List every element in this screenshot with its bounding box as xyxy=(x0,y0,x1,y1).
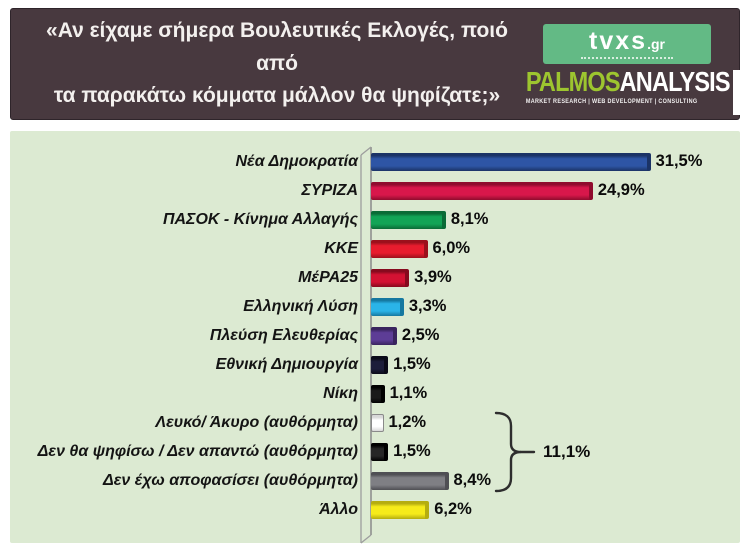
chart-row: Ελληνική Λύση 3,3% xyxy=(10,292,740,321)
palmos-text: PALMOS xyxy=(525,65,621,97)
bar xyxy=(371,384,385,403)
bar-wrap: 1,5% xyxy=(371,355,740,374)
bar-value-label: 8,1% xyxy=(450,210,489,228)
bar-value-label: 3,9% xyxy=(414,268,452,286)
bar-wrap: 24,9% xyxy=(371,181,740,200)
palmos-square-icon xyxy=(732,69,750,115)
party-label: ΠΑΣΟΚ - Κίνημα Αλλαγής xyxy=(162,210,358,228)
analysis-text: ANALYSIS xyxy=(619,65,731,97)
party-label: Λευκό/ Άκυρο (αυθόρμητα) xyxy=(155,413,358,431)
bar-value-label: 2,5% xyxy=(401,326,440,344)
tvxs-tagline-decoration xyxy=(581,56,673,59)
bar xyxy=(371,297,404,316)
bar-value-label: 1,1% xyxy=(389,384,428,402)
bar xyxy=(371,471,449,490)
bar xyxy=(371,355,389,374)
bar-rows: Νέα Δημοκρατία 31,5% ΣΥΡΙΖΑ 24,9% ΠΑΣΟΚ … xyxy=(10,147,740,524)
bar xyxy=(371,268,410,287)
poll-question-line2: τα παρακάτω κόμματα μάλλον θα ψηφίζατε;» xyxy=(53,84,501,108)
poll-question-line1: «Αν είχαμε σήμερα Βουλευτικές Εκλογές, π… xyxy=(46,19,508,75)
tvxs-logo-text: tvxs.gr xyxy=(589,26,665,55)
palmos-wordmark-text: PALMOSANALYSIS xyxy=(525,65,731,97)
party-label: Δεν θα ψηφίσω / Δεν απαντώ (αυθόρμητα) xyxy=(37,442,358,460)
palmos-tagline: MARKET RESEARCH | WEB DEVELOPMENT | CONS… xyxy=(525,97,698,105)
tvxs-logo-suffix: .gr xyxy=(647,35,665,52)
bar xyxy=(371,152,651,171)
bar-value-label: 24,9% xyxy=(597,181,645,199)
bar-value-label: 1,5% xyxy=(393,355,431,373)
bar xyxy=(371,413,384,432)
party-label: Πλεύση Ελευθερίας xyxy=(209,326,358,344)
bar xyxy=(371,210,446,229)
chart-row: Εθνική Δημιουργία 1,5% xyxy=(10,350,740,379)
bar-wrap: 3,9% xyxy=(371,268,740,287)
chart-row: Άλλο 6,2% xyxy=(10,495,740,524)
bar-wrap: 1,2% xyxy=(371,413,740,432)
bar-value-label: 8,4% xyxy=(453,471,492,489)
bar-value-label: 1,5% xyxy=(393,442,431,460)
bar-wrap: 6,2% xyxy=(371,500,740,519)
bar xyxy=(371,181,593,200)
tvxs-logo: tvxs.gr xyxy=(543,23,711,64)
palmos-square-tail xyxy=(732,103,741,115)
party-label: Νέα Δημοκρατία xyxy=(235,152,359,170)
chart-row: ΚΚΕ 6,0% xyxy=(10,234,740,263)
bar-wrap: 8,1% xyxy=(371,210,740,229)
bar xyxy=(371,500,430,519)
bar-value-label: 6,2% xyxy=(434,500,472,518)
chart-panel: Νέα Δημοκρατία 31,5% ΣΥΡΙΖΑ 24,9% ΠΑΣΟΚ … xyxy=(10,131,740,544)
header-banner: «Αν είχαμε σήμερα Βουλευτικές Εκλογές, π… xyxy=(10,8,750,120)
party-label: Νίκη xyxy=(323,384,358,402)
party-label: ΜέΡΑ25 xyxy=(298,268,358,286)
party-label: ΚΚΕ xyxy=(324,239,358,257)
party-label: Άλλο xyxy=(319,500,358,518)
bar xyxy=(371,326,397,345)
chart-row: Νέα Δημοκρατία 31,5% xyxy=(10,147,740,176)
bar-wrap: 6,0% xyxy=(371,239,740,258)
bar-value-label: 1,2% xyxy=(388,413,427,431)
bar-value-label: 6,0% xyxy=(432,239,471,257)
group-brace xyxy=(494,411,536,493)
chart-row: ΠΑΣΟΚ - Κίνημα Αλλαγής 8,1% xyxy=(10,205,740,234)
group-total-value: 11,1% xyxy=(543,442,591,461)
palmos-wordmark: PALMOSANALYSIS MARKET RESEARCH | WEB DEV… xyxy=(525,65,731,105)
party-label: Δεν έχω αποφασίσει (αυθόρμητα) xyxy=(102,471,358,489)
bar-value-label: 3,3% xyxy=(408,297,447,315)
bar xyxy=(371,442,389,461)
palmos-square-ring xyxy=(732,69,750,104)
logo-block: tvxs.gr PALMOSANALYSIS MARKET RESEARCH |… xyxy=(526,23,750,115)
chart-row: Λευκό/ Άκυρο (αυθόρμητα) 1,2% xyxy=(10,408,740,437)
bar-wrap: 3,3% xyxy=(371,297,740,316)
bar-wrap: 8,4% xyxy=(371,471,740,490)
bar-wrap: 31,5% xyxy=(371,152,740,171)
palmos-analysis-logo: PALMOSANALYSIS MARKET RESEARCH | WEB DEV… xyxy=(487,65,750,115)
chart-row: Δεν έχω αποφασίσει (αυθόρμητα) 8,4% xyxy=(10,466,740,495)
bar-wrap: 1,1% xyxy=(371,384,740,403)
party-label: Ελληνική Λύση xyxy=(243,297,358,315)
bar-wrap: 1,5% xyxy=(371,442,740,461)
poll-question: «Αν είχαμε σήμερα Βουλευτικές Εκλογές, π… xyxy=(11,15,529,113)
chart-row: ΣΥΡΙΖΑ 24,9% xyxy=(10,176,740,205)
party-label: Εθνική Δημιουργία xyxy=(215,355,358,373)
bar xyxy=(371,239,428,258)
chart-row: Νίκη 1,1% xyxy=(10,379,740,408)
bar-value-label: 31,5% xyxy=(655,152,703,170)
bar-wrap: 2,5% xyxy=(371,326,740,345)
party-label: ΣΥΡΙΖΑ xyxy=(301,181,358,199)
chart-row: Δεν θα ψηφίσω / Δεν απαντώ (αυθόρμητα) 1… xyxy=(10,437,740,466)
chart-row: ΜέΡΑ25 3,9% xyxy=(10,263,740,292)
chart-row: Πλεύση Ελευθερίας 2,5% xyxy=(10,321,740,350)
